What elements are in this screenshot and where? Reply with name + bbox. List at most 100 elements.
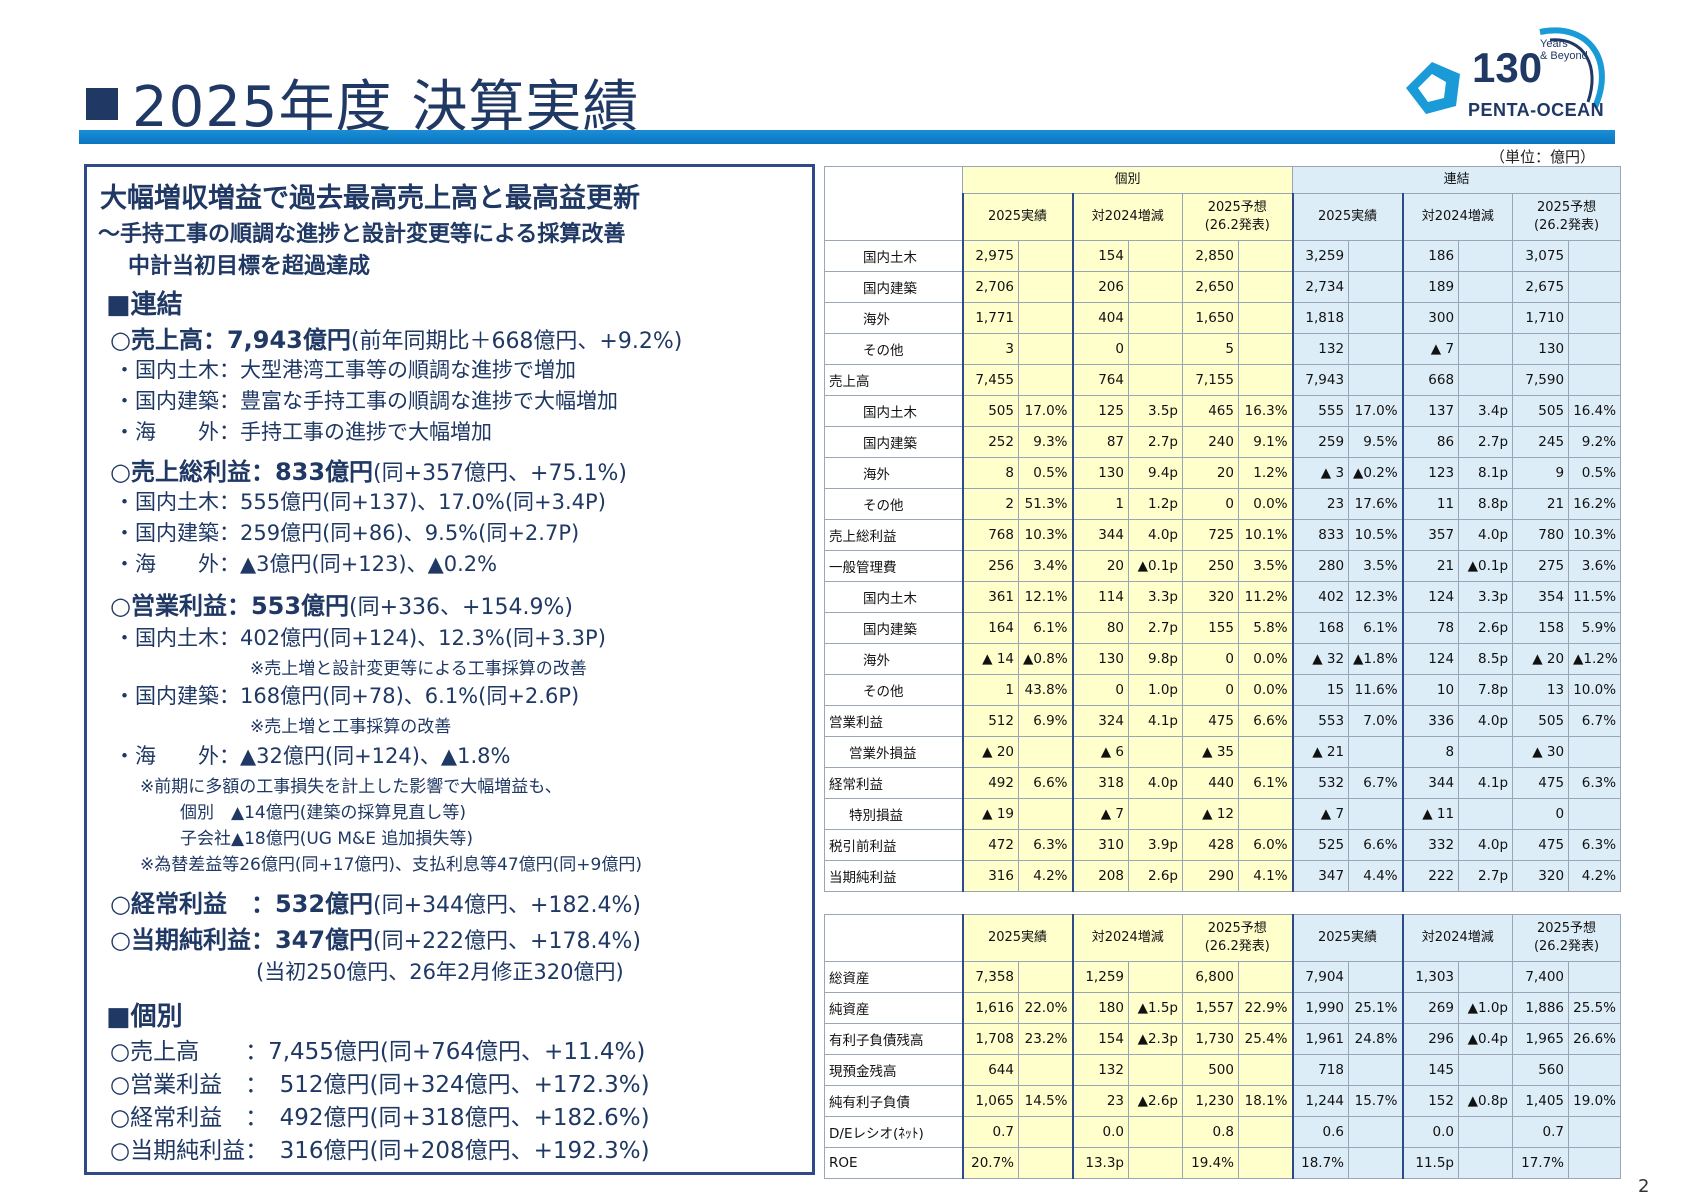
table-cell: 3.5% xyxy=(1237,550,1294,582)
table-cell xyxy=(1458,798,1514,830)
table-cell: 1,230 xyxy=(1182,1085,1239,1117)
table-cell: 25.5% xyxy=(1568,992,1621,1024)
sales-line: ○売上高：7,943億円(前年同期比＋668億円、+9.2%) xyxy=(110,326,683,354)
table-cell: 1,771 xyxy=(961,302,1019,334)
table-cell: ▲ 32 xyxy=(1291,643,1350,675)
table-row: 現預金残高 644 132 500 718 145 560 xyxy=(824,1054,1621,1086)
table-cell xyxy=(1128,240,1183,272)
table-cell xyxy=(1018,961,1074,993)
op-detail-1-note: ※売上増と設計変更等による工事採算の改善 xyxy=(250,659,587,679)
table-cell: 8.1p xyxy=(1458,457,1514,489)
table-row: 国内土木 361 12.1% 114 3.3p 320 11.2% 402 12.3% 124 3.… xyxy=(824,581,1622,613)
table-cell: 1,303 xyxy=(1402,961,1459,993)
row-label: 国内土木 xyxy=(824,395,963,427)
table-cell: 280 xyxy=(1291,550,1350,582)
table-cell: 3.4% xyxy=(1018,550,1074,582)
row-label: その他 xyxy=(824,488,963,520)
table-cell xyxy=(1348,798,1404,830)
table-cell: 16.2% xyxy=(1568,488,1622,520)
table-cell: 7.0% xyxy=(1348,705,1404,737)
table-cell: 13 xyxy=(1512,674,1570,706)
table-cell: 8 xyxy=(961,457,1019,489)
row-label: 特別損益 xyxy=(824,798,963,830)
table-cell: 4.4% xyxy=(1348,860,1404,892)
table-cell: 11.2% xyxy=(1237,581,1294,613)
table-cell: 1,065 xyxy=(961,1085,1019,1117)
op-detail-2-note: ※売上増と工事採算の改善 xyxy=(250,717,452,737)
table-cell: 2,975 xyxy=(961,240,1019,272)
table-cell xyxy=(1128,736,1183,768)
op-detail-3-note-4: ※為替差益等26億円(同+17億円)、支払利息等47億円(同+9億円) xyxy=(140,855,642,875)
sales-detail-2: ・国内建築：豊富な手持工事の順調な進捗で大幅増加 xyxy=(114,389,618,413)
table-cell: 152 xyxy=(1402,1085,1459,1117)
table-cell: 7.8p xyxy=(1458,674,1514,706)
table-cell: 505 xyxy=(961,395,1019,427)
table-row: 営業利益 512 6.9% 324 4.1p 475 6.6% 553 7.0% 336 4.0p 5… xyxy=(824,705,1622,737)
table-cell: 9 xyxy=(1512,457,1570,489)
section-consolidated: ■連結 xyxy=(106,290,183,320)
row-label: 国内土木 xyxy=(824,240,963,272)
table-cell: 1,650 xyxy=(1182,302,1239,334)
row-label: 現預金残高 xyxy=(824,1054,963,1086)
table-cell: 11.5p xyxy=(1402,1147,1459,1179)
table-cell: 0 xyxy=(1072,333,1129,365)
summary-subheadline-1: ～手持工事の順調な進捗と設計変更等による採算改善 xyxy=(98,222,626,247)
table-cell: 472 xyxy=(961,829,1019,861)
table-cell: 1,557 xyxy=(1182,992,1239,1024)
table-cell: 718 xyxy=(1291,1054,1349,1086)
row-label: 一般管理費 xyxy=(824,550,963,582)
table-row: 国内建築 164 6.1% 80 2.7p 155 5.8% 168 6.1% 78 2.6p 158… xyxy=(824,612,1622,644)
column-header: 2025実績 xyxy=(1291,914,1404,962)
table-cell: 0.5% xyxy=(1018,457,1074,489)
table-cell: 290 xyxy=(1182,860,1239,892)
title-square-icon xyxy=(86,88,118,120)
table-cell: 6.0% xyxy=(1237,829,1294,861)
table-cell xyxy=(1348,961,1404,993)
table-cell: 3.9p xyxy=(1128,829,1183,861)
table-cell: 7,400 xyxy=(1512,961,1569,993)
table-cell: 16.3% xyxy=(1237,395,1294,427)
table-cell: 1,965 xyxy=(1512,1023,1569,1055)
table-cell: 500 xyxy=(1182,1054,1239,1086)
table-cell: 17.0% xyxy=(1348,395,1404,427)
company-logo: 130 Years & Beyond PENTA-OCEAN xyxy=(1390,22,1618,130)
table-cell: 17.0% xyxy=(1018,395,1074,427)
table-cell: 12.1% xyxy=(1018,581,1074,613)
table-cell: 7,590 xyxy=(1512,364,1570,396)
table-cell: 80 xyxy=(1072,612,1129,644)
logo-number: 130 xyxy=(1472,44,1543,91)
table-cell: 14.5% xyxy=(1018,1085,1074,1117)
table-cell: 6.1% xyxy=(1018,612,1074,644)
table-cell: 10.0% xyxy=(1568,674,1622,706)
sales-detail-3: ・海 外：手持工事の進捗で大幅増加 xyxy=(114,420,492,444)
table-cell: 21 xyxy=(1402,550,1460,582)
table-cell: 2.7p xyxy=(1128,612,1183,644)
table-cell xyxy=(1237,736,1294,768)
table-cell: 130 xyxy=(1072,457,1129,489)
table-cell xyxy=(1237,302,1294,334)
table-cell: 6.1% xyxy=(1237,767,1294,799)
table-cell: 7,155 xyxy=(1182,364,1239,396)
table-cell: 6.9% xyxy=(1018,705,1074,737)
table-cell: ▲ 7 xyxy=(1291,798,1350,830)
table-cell: 296 xyxy=(1402,1023,1459,1055)
table-cell: 11.5% xyxy=(1568,581,1622,613)
table-cell xyxy=(1348,240,1404,272)
table-cell: 125 xyxy=(1072,395,1129,427)
table-cell: 137 xyxy=(1402,395,1460,427)
table-cell: 6.6% xyxy=(1018,767,1074,799)
table-cell: 43.8% xyxy=(1018,674,1074,706)
table-cell xyxy=(1018,364,1074,396)
table-cell: 1 xyxy=(1072,488,1129,520)
table-cell: 0.7 xyxy=(961,1116,1019,1148)
row-label: その他 xyxy=(824,333,963,365)
table-cell: 0.6 xyxy=(1291,1116,1349,1148)
table-cell: 4.2% xyxy=(1018,860,1074,892)
table-cell: 4.0p xyxy=(1128,767,1183,799)
table-cell: 475 xyxy=(1512,767,1570,799)
table-cell: 78 xyxy=(1402,612,1460,644)
table-cell xyxy=(1568,240,1622,272)
table-row: 税引前利益 472 6.3% 310 3.9p 428 6.0% 525 6.6% 332 4.0p… xyxy=(824,829,1622,861)
table-cell: ▲1.8% xyxy=(1348,643,1404,675)
table-cell: 8.8p xyxy=(1458,488,1514,520)
